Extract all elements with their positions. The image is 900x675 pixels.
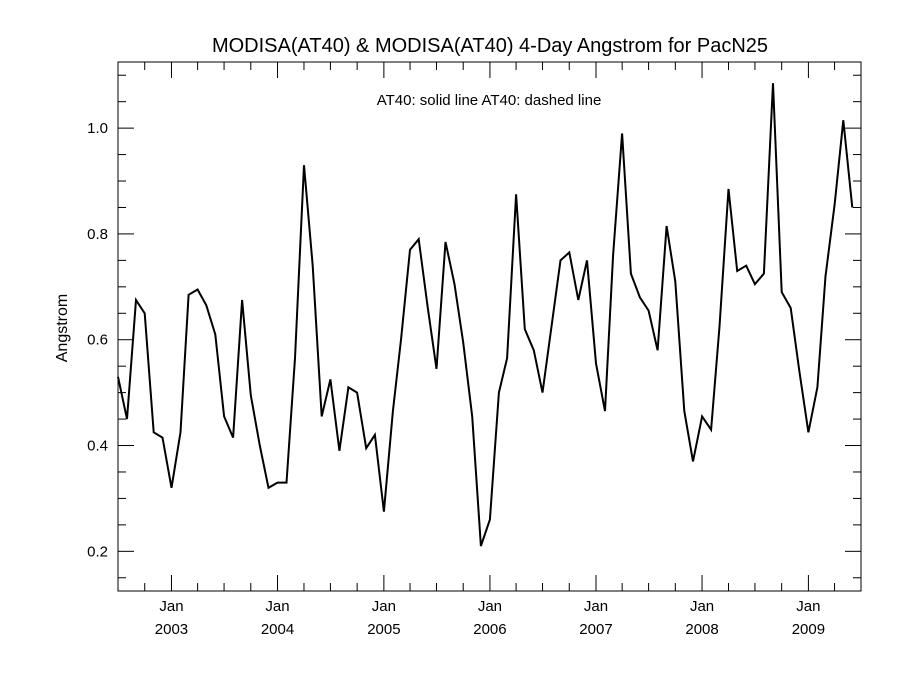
- x-tick-month-label: Jan: [372, 598, 396, 615]
- y-tick-label: 0.2: [87, 543, 108, 560]
- y-tick-label: 0.4: [87, 438, 108, 455]
- x-tick-year-label: 2004: [261, 621, 294, 638]
- chart-title: MODISA(AT40) & MODISA(AT40) 4-Day Angstr…: [212, 35, 768, 57]
- y-tick-label: 1.0: [87, 120, 108, 137]
- y-tick-label: 0.6: [87, 332, 108, 349]
- x-tick-month-label: Jan: [159, 598, 183, 615]
- series-line-solid: [117, 83, 854, 547]
- axis-ticks: [118, 62, 861, 591]
- x-tick-year-label: 2005: [367, 621, 400, 638]
- x-tick-year-label: 2006: [473, 621, 506, 638]
- legend-text: AT40: solid line AT40: dashed line: [377, 92, 602, 109]
- series-layer: [117, 83, 854, 547]
- x-tick-year-label: 2009: [792, 621, 825, 638]
- x-tick-year-label: 2008: [685, 621, 718, 638]
- x-tick-month-label: Jan: [690, 598, 714, 615]
- x-tick-month-label: Jan: [584, 598, 608, 615]
- x-tick-year-label: 2007: [579, 621, 612, 638]
- x-tick-month-label: Jan: [796, 598, 820, 615]
- x-tick-year-label: 2003: [155, 621, 188, 638]
- x-tick-month-label: Jan: [265, 598, 289, 615]
- y-axis-label: Angstrom: [54, 294, 71, 362]
- y-tick-label: 0.8: [87, 226, 108, 243]
- x-tick-month-label: Jan: [478, 598, 502, 615]
- tick-labels: 0.2 0.4 0.6 0.8 1.0 Jan 2003 Jan 2004 Jan 2005 Jan 2…: [87, 120, 825, 638]
